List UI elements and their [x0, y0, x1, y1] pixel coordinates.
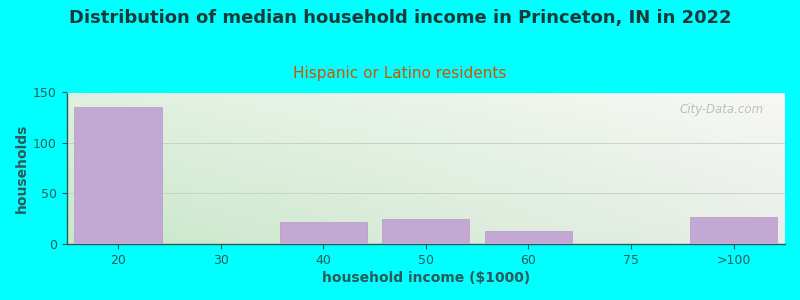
- Bar: [74, 107, 162, 244]
- X-axis label: household income ($1000): household income ($1000): [322, 271, 530, 285]
- Y-axis label: households: households: [15, 123, 29, 213]
- Bar: [485, 231, 572, 244]
- Bar: [382, 219, 470, 244]
- Text: Hispanic or Latino residents: Hispanic or Latino residents: [294, 66, 506, 81]
- Bar: [280, 222, 367, 244]
- Bar: [690, 217, 778, 244]
- Text: Distribution of median household income in Princeton, IN in 2022: Distribution of median household income …: [69, 9, 731, 27]
- Text: City-Data.com: City-Data.com: [679, 103, 763, 116]
